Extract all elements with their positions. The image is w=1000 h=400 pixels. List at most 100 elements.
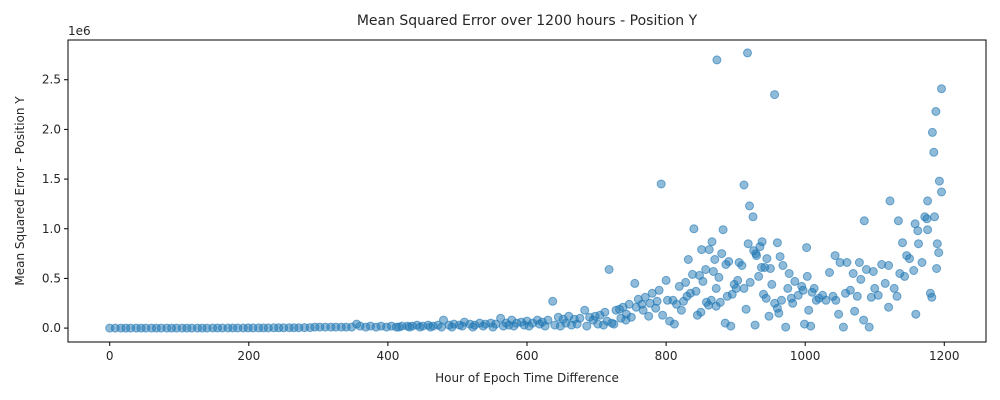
y-tick-label: 0.5 [42, 271, 61, 285]
x-tick-label: 0 [106, 349, 114, 363]
data-point [745, 277, 755, 287]
data-point [468, 322, 478, 332]
y-offset-text: 1e6 [68, 24, 91, 38]
data-point [743, 239, 753, 249]
data-point [739, 283, 749, 293]
data-point [711, 283, 721, 293]
data-point [913, 226, 923, 236]
data-point [830, 251, 840, 261]
data-point [932, 239, 942, 249]
data-point [425, 322, 435, 332]
data-point [701, 265, 711, 274]
data-point [519, 320, 529, 330]
data-point [923, 196, 933, 206]
y-tick-label: 1.5 [42, 172, 61, 186]
data-point [783, 283, 793, 293]
data-point [721, 260, 731, 269]
data-point [775, 252, 785, 262]
y-tick-label: 2.5 [42, 73, 61, 87]
data-point [704, 300, 713, 310]
data-point [880, 278, 890, 288]
data-point [582, 321, 592, 331]
data-point [644, 311, 654, 321]
data-point [937, 187, 946, 197]
data-point [580, 305, 590, 315]
x-tick-label: 800 [655, 349, 678, 363]
data-point [917, 258, 927, 267]
y-axis-ticks: 0.0 0.5 1.0 1.5 2.0 2.5 [42, 73, 68, 335]
data-point [761, 293, 771, 303]
data-point [710, 255, 720, 264]
data-point [798, 285, 808, 295]
data-point [707, 237, 717, 247]
data-point [550, 320, 560, 330]
chart-title: Mean Squared Error over 1200 hours - Pos… [357, 13, 698, 29]
data-point [674, 281, 684, 291]
data-point [850, 306, 860, 316]
data-point [647, 288, 657, 298]
data-point [663, 295, 672, 305]
x-tick-label: 400 [376, 349, 399, 363]
data-point [838, 322, 848, 332]
data-point [809, 283, 819, 293]
data-point [934, 248, 944, 258]
data-point [932, 264, 942, 273]
x-tick-label: 600 [516, 349, 539, 363]
data-point [689, 224, 699, 234]
data-point [548, 296, 558, 306]
data-point [656, 179, 666, 189]
data-point [739, 180, 749, 190]
x-axis-label: Hour of Epoch Time Difference [435, 371, 619, 385]
data-point [741, 304, 751, 314]
data-point [755, 242, 765, 252]
data-point [778, 261, 788, 270]
data-point [914, 239, 923, 249]
data-point [394, 322, 404, 332]
data-point [762, 254, 772, 264]
data-point [930, 212, 939, 222]
data-point [866, 292, 876, 302]
data-point [870, 283, 880, 293]
data-point [676, 305, 686, 315]
data-point [498, 321, 508, 331]
data-point [661, 275, 671, 285]
data-point [437, 322, 446, 332]
data-point [631, 302, 641, 312]
data-point [772, 238, 782, 248]
data-point [856, 274, 866, 284]
data-point [712, 55, 722, 65]
data-point [756, 263, 766, 272]
data-point [405, 322, 414, 332]
data-point [864, 322, 874, 332]
data-point [898, 238, 907, 248]
y-tick-label: 0.0 [42, 321, 61, 335]
data-point [704, 245, 714, 255]
data-point [708, 267, 718, 276]
data-point [599, 320, 608, 330]
x-tick-label: 1000 [790, 349, 821, 363]
data-point [781, 322, 791, 332]
data-point [488, 322, 498, 332]
data-point [697, 245, 707, 255]
data-point [884, 302, 894, 312]
data-point [788, 298, 798, 308]
x-tick-label: 1200 [929, 349, 960, 363]
data-point [717, 249, 727, 259]
y-axis-label: Mean Squared Error - Position Y [13, 96, 27, 286]
data-point [861, 265, 871, 274]
data-point [764, 311, 774, 321]
data-point [737, 261, 747, 270]
data-point [718, 225, 728, 235]
data-point [698, 276, 708, 286]
data-point [806, 321, 816, 331]
data-point [831, 295, 841, 305]
data-point [802, 243, 812, 253]
data-point [696, 307, 706, 317]
data-point [790, 276, 800, 286]
data-point [802, 271, 812, 281]
data-point [922, 214, 932, 224]
data-point [415, 322, 425, 332]
y-tick-label: 1.0 [42, 222, 61, 236]
x-axis-ticks: 0 200 400 600 800 1000 1200 [106, 342, 960, 363]
